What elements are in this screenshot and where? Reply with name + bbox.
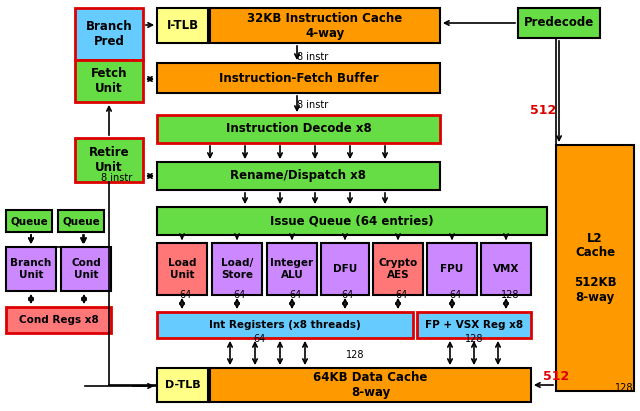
Bar xyxy=(157,63,440,93)
Text: D-TLB: D-TLB xyxy=(164,380,200,390)
Text: 64: 64 xyxy=(450,290,462,300)
Bar xyxy=(157,115,440,143)
Bar xyxy=(61,247,111,291)
Text: FPU: FPU xyxy=(440,264,463,274)
Bar xyxy=(210,368,531,402)
Bar xyxy=(58,210,104,232)
Bar xyxy=(157,243,207,295)
Text: L2
Cache

512KB
8-way: L2 Cache 512KB 8-way xyxy=(573,231,616,305)
Text: Queue: Queue xyxy=(10,216,48,226)
Text: Issue Queue (64 entries): Issue Queue (64 entries) xyxy=(270,215,434,228)
Bar xyxy=(321,243,369,295)
Text: 64: 64 xyxy=(289,290,301,300)
Text: Predecode: Predecode xyxy=(524,16,594,30)
Text: 128: 128 xyxy=(465,334,483,344)
Text: I-TLB: I-TLB xyxy=(166,19,198,32)
Text: FP + VSX Reg x8: FP + VSX Reg x8 xyxy=(425,320,523,330)
Text: Cond
Unit: Cond Unit xyxy=(71,258,101,280)
Text: Int Registers (x8 threads): Int Registers (x8 threads) xyxy=(209,320,361,330)
Text: 128: 128 xyxy=(615,383,633,393)
Bar xyxy=(6,307,111,333)
Text: Load/
Store: Load/ Store xyxy=(221,258,253,280)
Bar xyxy=(417,312,531,338)
Bar xyxy=(157,8,208,43)
Text: 512: 512 xyxy=(530,104,556,116)
Text: 128: 128 xyxy=(346,350,364,360)
Text: Branch
Pred: Branch Pred xyxy=(86,20,132,48)
Text: Fetch
Unit: Fetch Unit xyxy=(91,67,127,95)
Bar xyxy=(212,243,262,295)
Text: VMX: VMX xyxy=(493,264,519,274)
Bar xyxy=(556,145,634,391)
Text: Queue: Queue xyxy=(62,216,100,226)
Text: 64: 64 xyxy=(234,290,246,300)
Text: Rename/Dispatch x8: Rename/Dispatch x8 xyxy=(230,169,367,182)
Text: Retire
Unit: Retire Unit xyxy=(89,146,129,174)
Bar xyxy=(75,8,143,60)
Text: 64KB Data Cache
8-way: 64KB Data Cache 8-way xyxy=(314,371,428,399)
Text: Branch
Unit: Branch Unit xyxy=(10,258,52,280)
Bar xyxy=(157,312,413,338)
Text: Load
Unit: Load Unit xyxy=(168,258,196,280)
Bar xyxy=(157,368,208,402)
Bar xyxy=(267,243,317,295)
Text: 32KB Instruction Cache
4-way: 32KB Instruction Cache 4-way xyxy=(248,12,403,39)
Bar xyxy=(6,247,56,291)
Bar xyxy=(6,210,52,232)
Bar xyxy=(75,60,143,102)
Text: 64: 64 xyxy=(180,290,192,300)
Text: 512: 512 xyxy=(543,370,569,383)
Text: Integer
ALU: Integer ALU xyxy=(271,258,314,280)
Text: Instruction-Fetch Buffer: Instruction-Fetch Buffer xyxy=(219,72,378,85)
Bar xyxy=(210,8,440,43)
Bar xyxy=(75,138,143,182)
Bar xyxy=(157,207,547,235)
Text: 64: 64 xyxy=(342,290,354,300)
Text: 8 instr: 8 instr xyxy=(297,52,328,62)
Text: Crypto
AES: Crypto AES xyxy=(378,258,418,280)
Text: Instruction Decode x8: Instruction Decode x8 xyxy=(226,122,371,136)
Text: 64: 64 xyxy=(395,290,407,300)
Text: 128: 128 xyxy=(500,290,519,300)
Text: 64: 64 xyxy=(254,334,266,344)
Text: 8 instr: 8 instr xyxy=(101,173,132,183)
Bar xyxy=(427,243,477,295)
Text: Cond Regs x8: Cond Regs x8 xyxy=(19,315,99,325)
Text: 8 instr: 8 instr xyxy=(297,100,328,110)
Bar xyxy=(373,243,423,295)
Bar xyxy=(481,243,531,295)
Bar xyxy=(518,8,600,38)
Bar xyxy=(157,162,440,190)
Text: DFU: DFU xyxy=(333,264,357,274)
